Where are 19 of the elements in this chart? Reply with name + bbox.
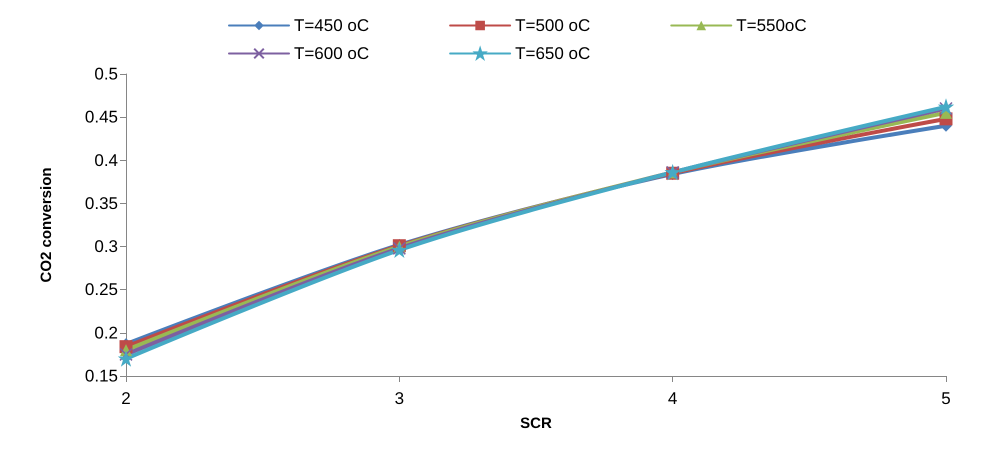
y-tick-label: 0.2 — [94, 323, 118, 342]
y-tick-label: 0.35 — [84, 194, 118, 213]
x-tick-label: 4 — [668, 389, 678, 408]
x-tick-label: 2 — [121, 389, 131, 408]
x-axis-title: SCR — [520, 415, 552, 432]
y-tick-label: 0.3 — [94, 237, 118, 256]
legend-label: T=550oC — [736, 16, 807, 35]
legend-label: T=600 oC — [294, 44, 370, 63]
x-tick-label: 3 — [394, 389, 404, 408]
y-tick-label: 0.5 — [94, 64, 118, 84]
legend-label: T=500 oC — [515, 16, 590, 35]
y-tick-label: 0.45 — [84, 108, 118, 127]
legend-label: T=650 oC — [515, 44, 590, 63]
y-tick-label: 0.4 — [94, 150, 118, 170]
legend-label: T=450 oC — [294, 16, 370, 35]
y-tick-label: 0.25 — [84, 280, 118, 300]
y-axis-title: CO2 conversion — [38, 167, 55, 283]
x-tick-label: 5 — [941, 389, 951, 408]
y-tick-label: 0.15 — [84, 366, 118, 386]
